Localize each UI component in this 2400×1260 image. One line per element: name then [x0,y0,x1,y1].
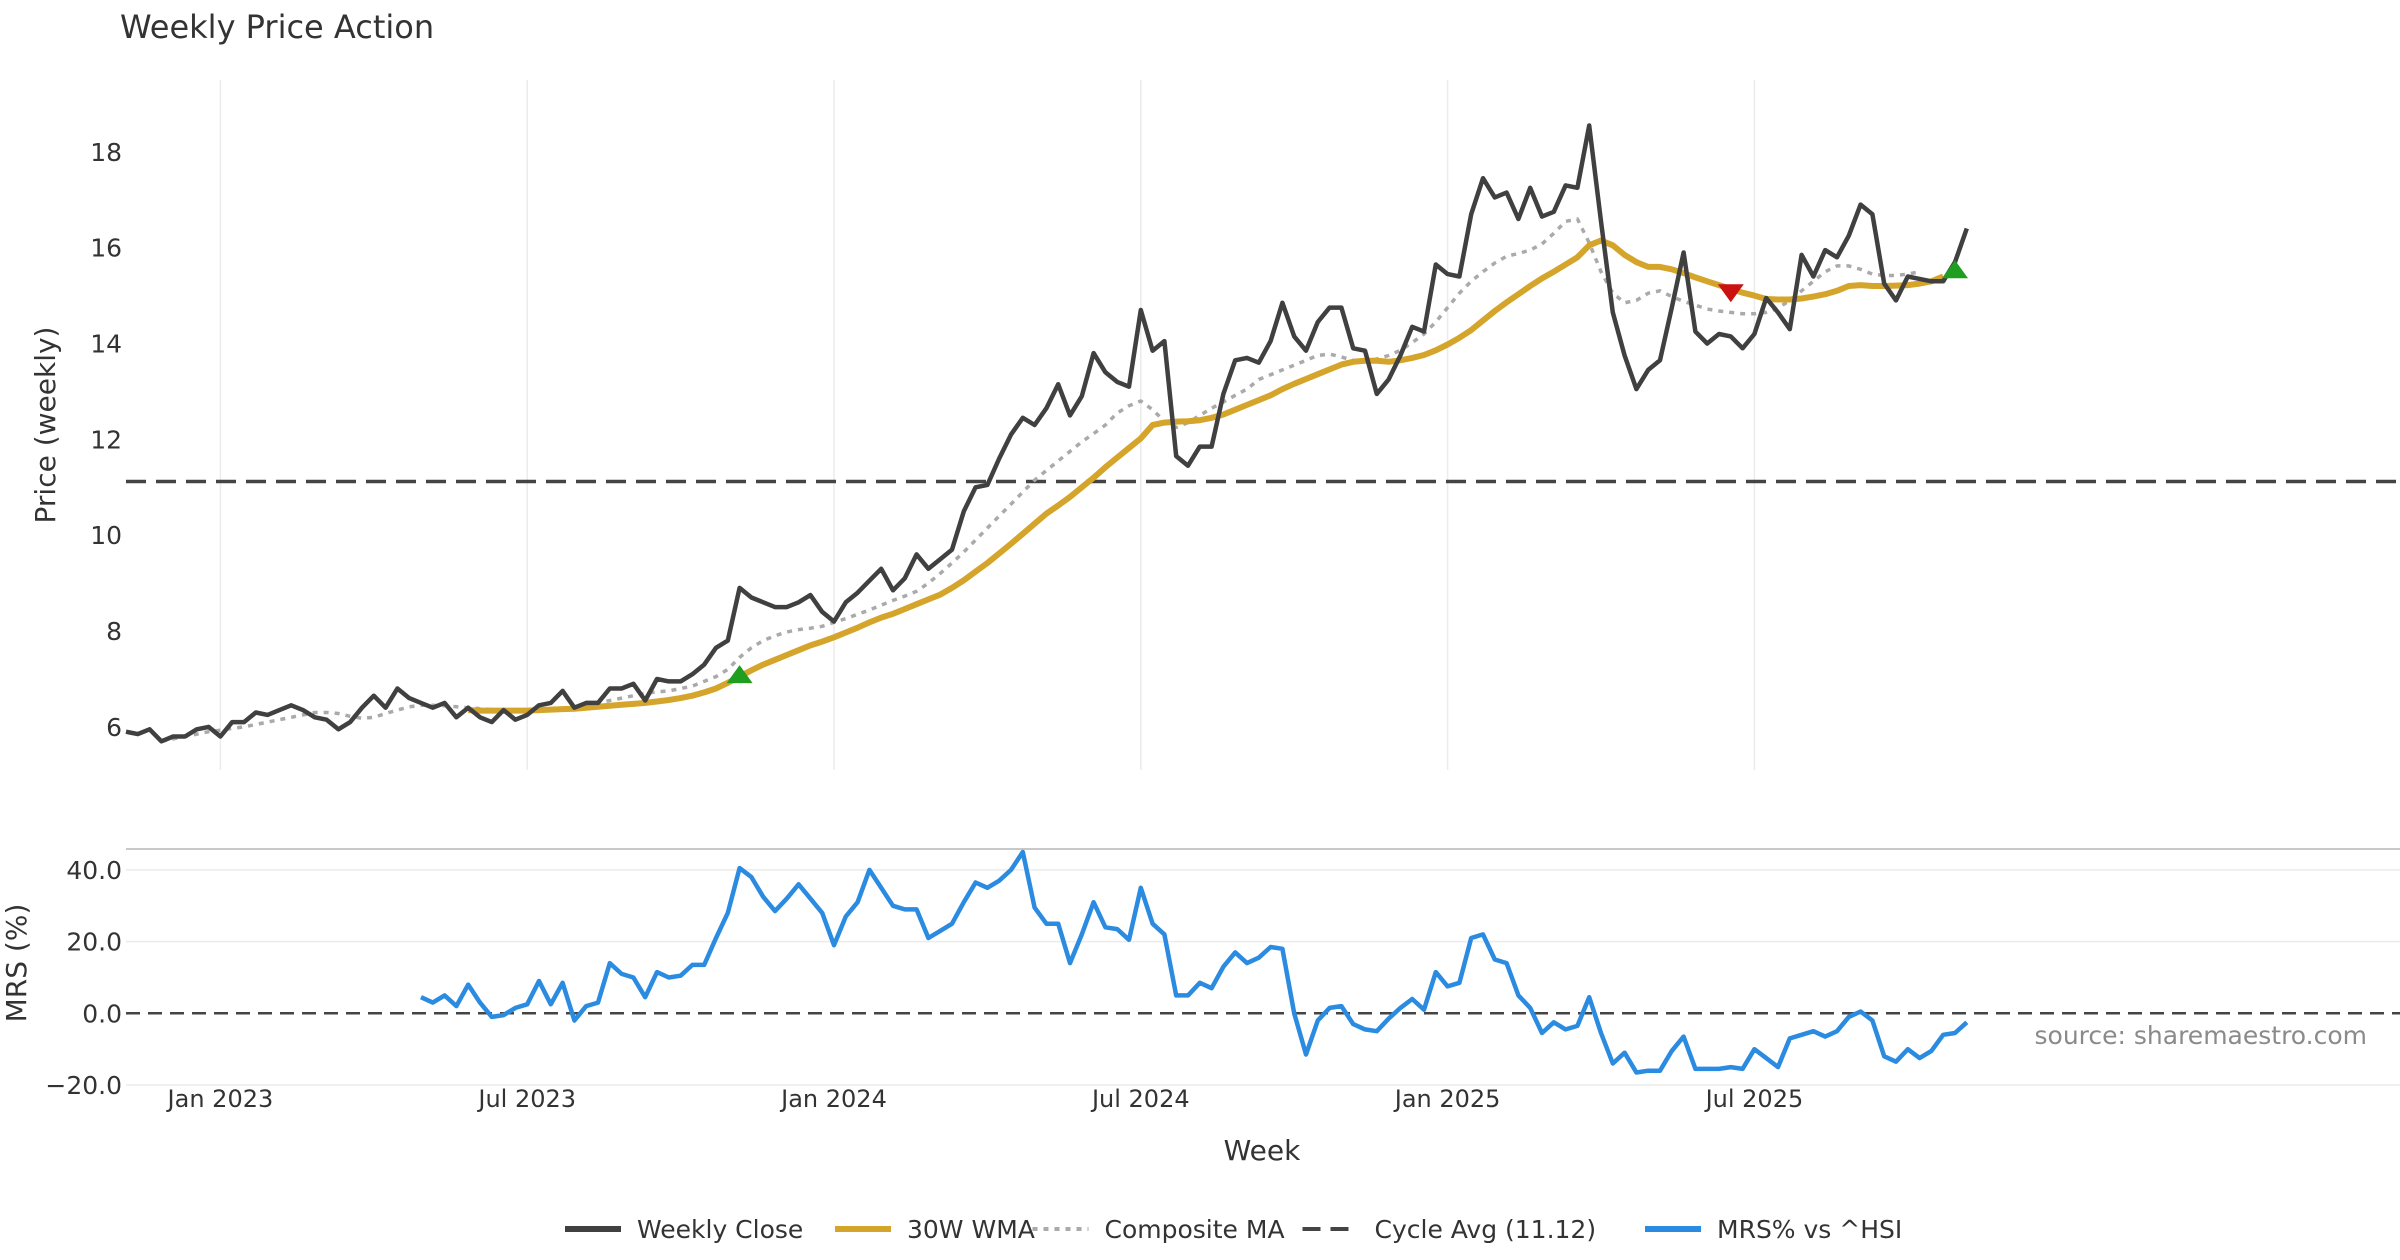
mrs-y-tick: 20.0 [66,928,122,957]
mrs-horizontal-grid [126,869,2400,1086]
buy-signal-marker [726,665,753,684]
legend-item-weekly-close: Weekly Close [565,1215,803,1244]
price-series-lines [125,123,1969,744]
x-tick-labels: Jan 2023 Jul 2023 Jan 2024 Jul 2024 Jan 2025… [166,1085,1804,1113]
source-watermark: source: sharemaestro.com [2035,1021,2368,1050]
price-panel: 6 8 10 12 14 16 18 Price (weekly) [29,80,2400,770]
x-tick-jul-2025: Jul 2025 [1704,1085,1804,1113]
x-tick-jan-2025: Jan 2025 [1393,1085,1501,1113]
x-axis-label: Week [1224,1134,1301,1167]
price-vertical-grid [219,80,1756,770]
x-tick-jul-2023: Jul 2023 [476,1085,576,1113]
legend-item-mrs-vs-hsi: MRS% vs ^HSI [1645,1215,1902,1244]
legend-item-30w-wma: 30W WMA [835,1215,1035,1244]
chart-title: Weekly Price Action [120,8,434,46]
series-mrs-vs-hsi [420,849,1969,1075]
legend: Weekly Close 30W WMA Composite MA Cycle Avg… [565,1215,1902,1244]
legend-item-composite-ma: Composite MA [1032,1215,1285,1244]
mrs-y-axis-label: MRS (%) [0,904,33,1023]
price-y-tick: 14 [90,330,122,359]
price-y-tick: 18 [90,138,122,167]
legend-label: 30W WMA [907,1215,1035,1244]
x-tick-jan-2023: Jan 2023 [166,1085,274,1113]
series-composite-ma [161,217,1920,744]
price-y-tick-labels: 6 8 10 12 14 16 18 [90,138,122,742]
mrs-y-tick: 0.0 [82,999,122,1028]
buy-signal-marker [1942,260,1968,279]
price-y-tick: 12 [90,425,122,454]
x-tick-jan-2024: Jan 2024 [779,1085,887,1113]
series-weekly-close [125,123,1969,744]
price-y-tick: 16 [90,234,122,263]
price-y-tick: 6 [106,713,122,742]
mrs-panel: −20.0 0.0 20.0 40.0 source: sharemaestro.co… [0,848,2400,1100]
mrs-y-tick: 40.0 [66,856,122,885]
legend-label: MRS% vs ^HSI [1717,1215,1902,1244]
legend-label: Weekly Close [637,1215,803,1244]
mrs-y-tick-labels: −20.0 0.0 20.0 40.0 [45,856,122,1100]
price-y-tick: 8 [106,617,122,646]
signal-markers [726,260,1968,684]
mrs-series-line [420,849,1969,1075]
mrs-y-tick: −20.0 [45,1071,122,1100]
sell-signal-marker [1717,284,1744,303]
legend-item-cycle-avg-11-12: Cycle Avg (11.12) [1302,1215,1597,1244]
x-tick-jul-2024: Jul 2024 [1090,1085,1190,1113]
series-30w-wma [468,237,1945,714]
legend-label: Cycle Avg (11.12) [1375,1215,1597,1244]
legend-label: Composite MA [1105,1215,1285,1244]
price-y-axis-label: Price (weekly) [29,327,62,524]
price-y-tick: 10 [90,521,122,550]
